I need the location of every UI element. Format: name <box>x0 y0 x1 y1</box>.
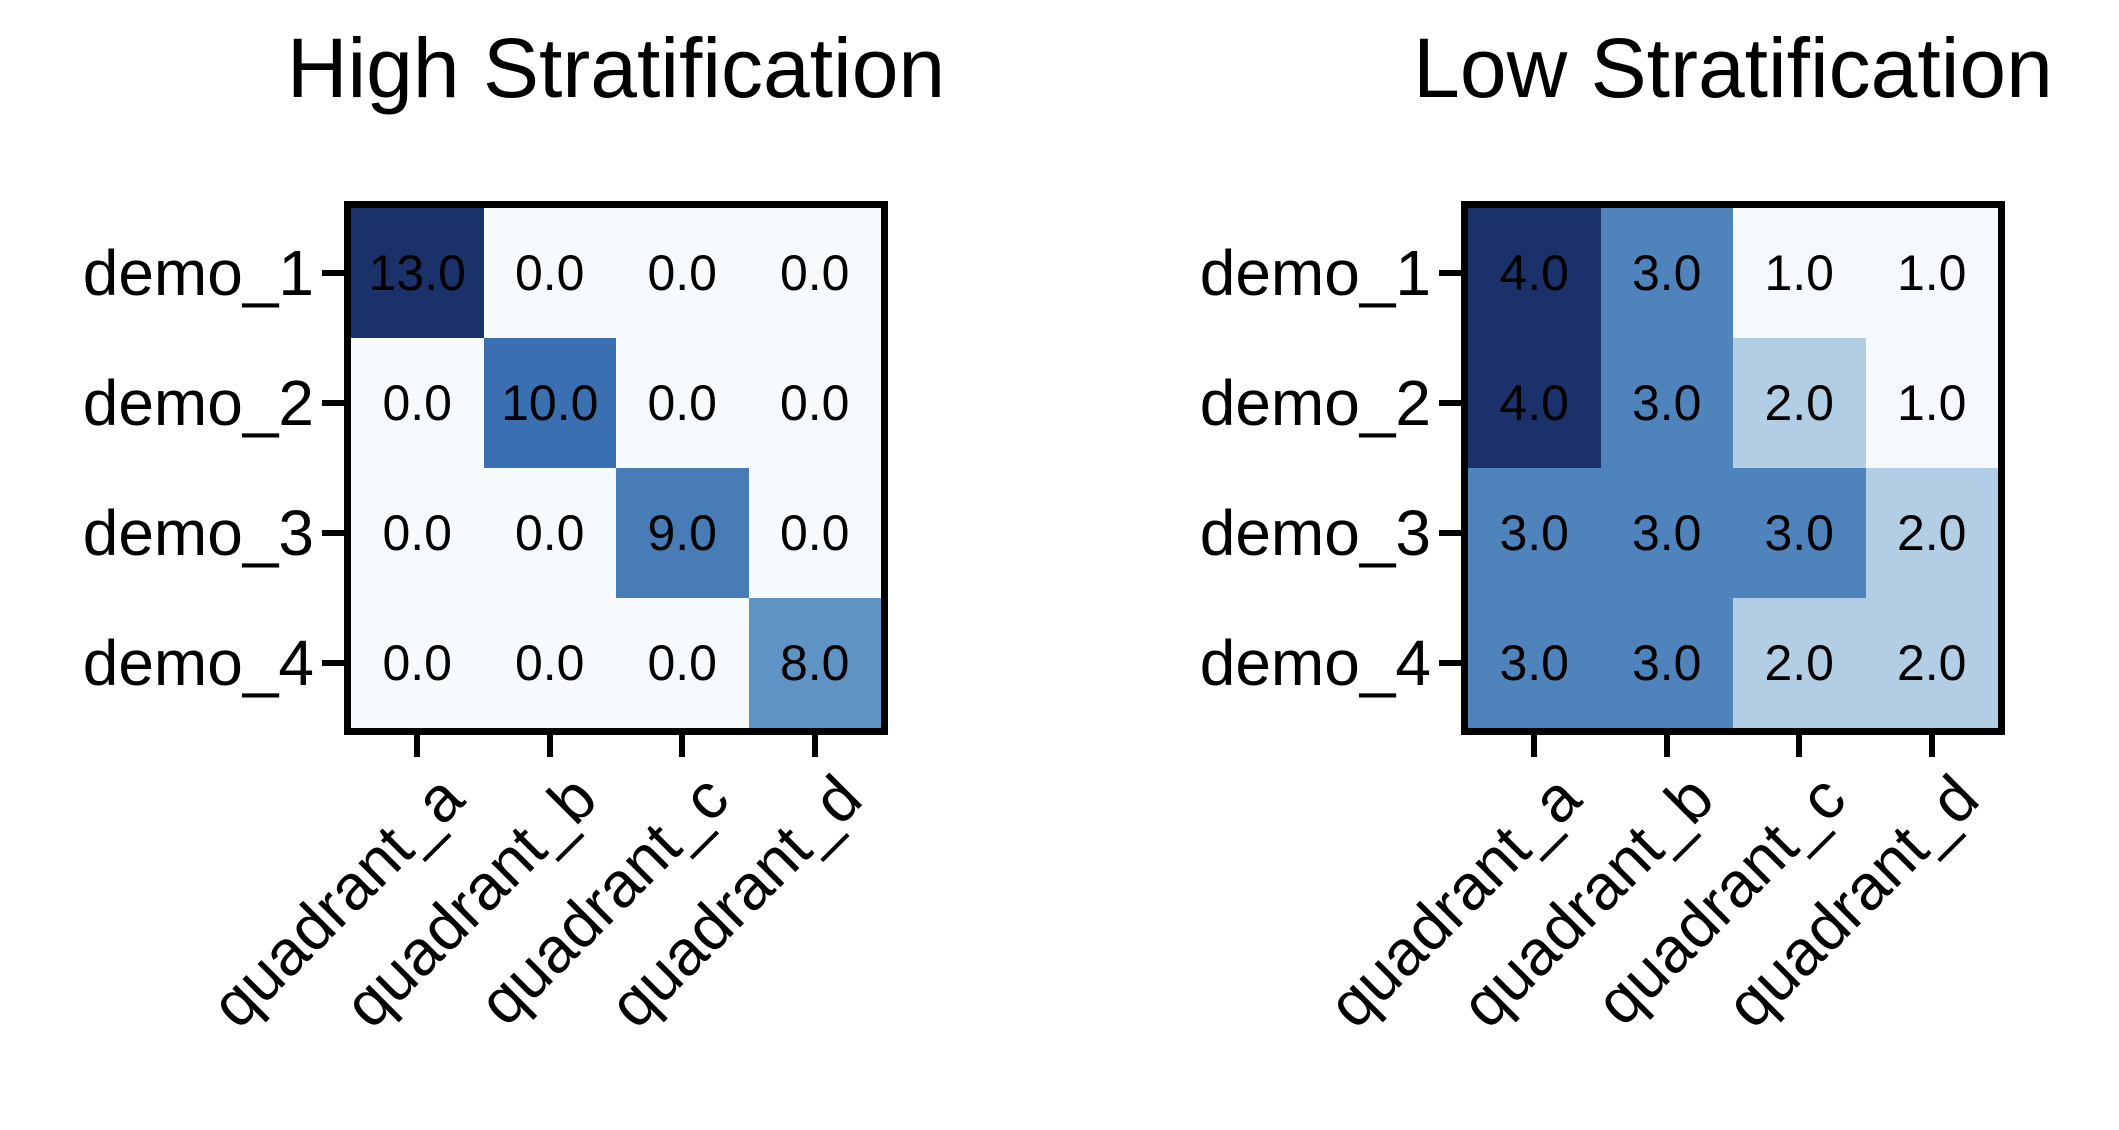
heatmap-cell-demo_2-quadrant_a: 0.0 <box>351 338 484 468</box>
heatmap-cell-demo_1-quadrant_a: 13.0 <box>351 208 484 338</box>
x-tick-mark <box>1929 735 1935 757</box>
heatmap-cell-demo_4-quadrant_d: 2.0 <box>1865 598 1998 728</box>
cell-value-label: 0.0 <box>514 635 585 691</box>
cell-value-label: 8.0 <box>779 635 850 691</box>
cell-value-label: 3.0 <box>1631 375 1702 431</box>
cell-value-label: 0.0 <box>514 245 585 301</box>
cell-value-label: 0.0 <box>382 505 452 561</box>
cell-value-label: 0.0 <box>779 375 850 431</box>
heatmap-high-stratification: High Stratification 13.0 0.0 0.0 0.0 0.0 10.0… <box>0 0 1002 1125</box>
x-tick-mark <box>679 735 685 757</box>
y-tick-label-demo_3: demo_3 <box>1199 497 1431 569</box>
cell-value-label: 2.0 <box>1764 635 1834 691</box>
plot-area: 13.0 0.0 0.0 0.0 0.0 10.0 0.0 0.0 0.0 0.0 9.0 0.0 0.… <box>344 201 888 735</box>
x-tick-mark <box>1531 735 1537 757</box>
heatmap-cell-demo_3-quadrant_a: 3.0 <box>1468 468 1601 598</box>
cell-value-label: 0.0 <box>779 245 850 301</box>
heatmap-cell-demo_3-quadrant_b: 0.0 <box>483 468 616 598</box>
subplot-title: High Stratification <box>286 21 946 115</box>
subplot-title: Low Stratification <box>1413 21 2053 115</box>
heatmap-cell-demo_4-quadrant_d: 8.0 <box>748 598 881 728</box>
heatmap-cell-demo_1-quadrant_c: 0.0 <box>616 208 749 338</box>
heatmap-cell-demo_4-quadrant_a: 0.0 <box>351 598 484 728</box>
x-tick-mark <box>1796 735 1802 757</box>
cell-value-label: 0.0 <box>382 635 452 691</box>
y-tick-mark <box>322 400 344 406</box>
heatmap-cell-demo_4-quadrant_b: 3.0 <box>1600 598 1733 728</box>
heatmap-cell-demo_1-quadrant_d: 0.0 <box>748 208 881 338</box>
y-tick-label-demo_4: demo_4 <box>82 627 314 699</box>
cell-value-label: 3.0 <box>1631 635 1702 691</box>
cell-value-label: 3.0 <box>1631 505 1702 561</box>
cell-value-label: 1.0 <box>1896 245 1967 301</box>
plot-area: 4.0 3.0 1.0 1.0 4.0 3.0 2.0 1.0 3.0 3.0 3.0 2.0 3.0 3… <box>1461 201 2005 735</box>
cell-value-label: 0.0 <box>382 375 452 431</box>
heatmap-cell-demo_2-quadrant_b: 10.0 <box>483 338 616 468</box>
heatmap-cell-demo_1-quadrant_b: 3.0 <box>1600 208 1733 338</box>
heatmap-cell-demo_3-quadrant_d: 2.0 <box>1865 468 1998 598</box>
y-tick-mark <box>322 530 344 536</box>
y-tick-mark <box>322 270 344 276</box>
cell-value-label: 3.0 <box>1631 245 1702 301</box>
heatmap-cell-demo_4-quadrant_a: 3.0 <box>1468 598 1601 728</box>
cell-value-label: 2.0 <box>1896 505 1967 561</box>
cell-value-label: 10.0 <box>501 375 599 431</box>
x-tick-mark <box>812 735 818 757</box>
x-tick-mark <box>1664 735 1670 757</box>
y-tick-label-demo_3: demo_3 <box>82 497 314 569</box>
x-tick-mark <box>547 735 553 757</box>
heatmap-cell-demo_4-quadrant_b: 0.0 <box>483 598 616 728</box>
cell-value-label: 0.0 <box>647 245 717 301</box>
y-tick-mark <box>1439 660 1461 666</box>
cell-value-label: 4.0 <box>1499 375 1569 431</box>
heatmap-cell-demo_2-quadrant_c: 2.0 <box>1733 338 1866 468</box>
heatmap-low-stratification: Low Stratification 4.0 3.0 1.0 1.0 4.0 3.0 2.0… <box>1117 0 2119 1125</box>
y-tick-label-demo_2: demo_2 <box>1199 367 1431 439</box>
heatmap-cell-demo_2-quadrant_d: 1.0 <box>1865 338 1998 468</box>
heatmap-cell-demo_2-quadrant_c: 0.0 <box>616 338 749 468</box>
heatmap-cell-demo_1-quadrant_b: 0.0 <box>483 208 616 338</box>
cell-value-label: 3.0 <box>1764 505 1834 561</box>
y-tick-label-demo_2: demo_2 <box>82 367 314 439</box>
cell-value-label: 9.0 <box>647 505 717 561</box>
y-tick-label-demo_1: demo_1 <box>82 237 314 309</box>
heatmap-cell-demo_2-quadrant_d: 0.0 <box>748 338 881 468</box>
cell-value-label: 1.0 <box>1764 245 1834 301</box>
heatmap-grid: 4.0 3.0 1.0 1.0 4.0 3.0 2.0 1.0 3.0 3.0 3.0 2.0 3.0 3… <box>1468 208 1998 728</box>
x-tick-mark <box>414 735 420 757</box>
heatmap-cell-demo_3-quadrant_d: 0.0 <box>748 468 881 598</box>
cell-value-label: 1.0 <box>1896 375 1967 431</box>
heatmap-cell-demo_4-quadrant_c: 0.0 <box>616 598 749 728</box>
cell-value-label: 0.0 <box>514 505 585 561</box>
heatmap-cell-demo_3-quadrant_c: 9.0 <box>616 468 749 598</box>
y-tick-mark <box>1439 530 1461 536</box>
heatmap-cell-demo_2-quadrant_b: 3.0 <box>1600 338 1733 468</box>
y-tick-label-demo_4: demo_4 <box>1199 627 1431 699</box>
cell-value-label: 3.0 <box>1499 635 1569 691</box>
heatmap-cell-demo_1-quadrant_c: 1.0 <box>1733 208 1866 338</box>
heatmap-cell-demo_3-quadrant_b: 3.0 <box>1600 468 1733 598</box>
cell-value-label: 3.0 <box>1499 505 1569 561</box>
cell-value-label: 4.0 <box>1499 245 1569 301</box>
heatmap-cell-demo_1-quadrant_a: 4.0 <box>1468 208 1601 338</box>
heatmap-cell-demo_1-quadrant_d: 1.0 <box>1865 208 1998 338</box>
cell-value-label: 2.0 <box>1896 635 1967 691</box>
heatmap-cell-demo_3-quadrant_c: 3.0 <box>1733 468 1866 598</box>
cell-value-label: 0.0 <box>647 635 717 691</box>
heatmap-cell-demo_2-quadrant_a: 4.0 <box>1468 338 1601 468</box>
heatmap-cell-demo_3-quadrant_a: 0.0 <box>351 468 484 598</box>
y-tick-label-demo_1: demo_1 <box>1199 237 1431 309</box>
y-tick-mark <box>1439 400 1461 406</box>
heatmap-grid: 13.0 0.0 0.0 0.0 0.0 10.0 0.0 0.0 0.0 0.0 9.0 0.0 0.… <box>351 208 881 728</box>
y-tick-mark <box>1439 270 1461 276</box>
cell-value-label: 0.0 <box>779 505 850 561</box>
cell-value-label: 2.0 <box>1764 375 1834 431</box>
y-tick-mark <box>322 660 344 666</box>
cell-value-label: 13.0 <box>368 245 466 301</box>
cell-value-label: 0.0 <box>647 375 717 431</box>
heatmap-cell-demo_4-quadrant_c: 2.0 <box>1733 598 1866 728</box>
